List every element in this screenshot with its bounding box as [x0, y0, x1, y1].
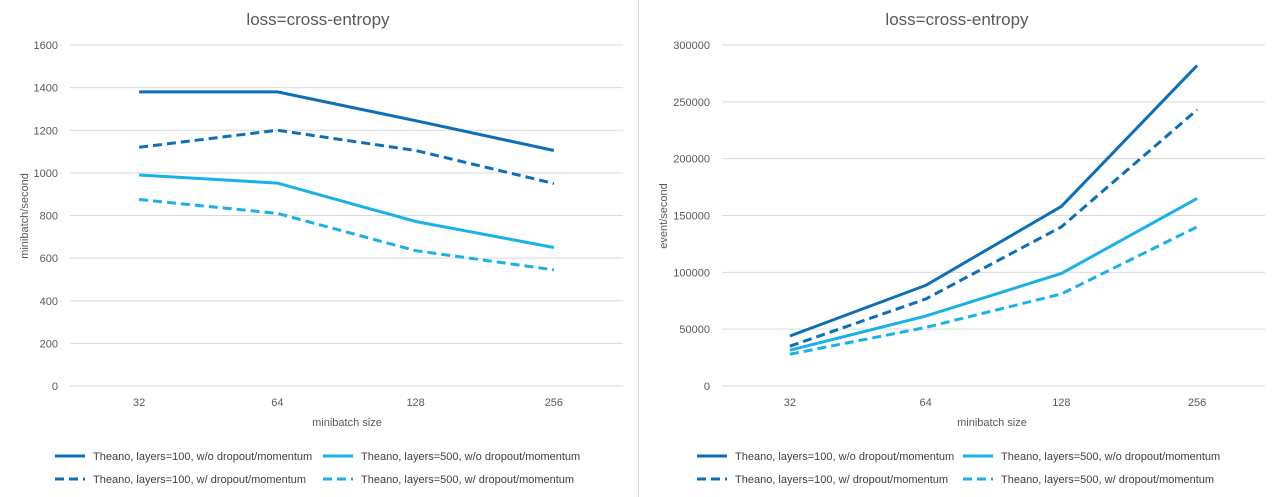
legend-item: Theano, layers=500, w/o dropout/momentum	[323, 451, 580, 463]
y-tick-label: 600	[40, 253, 58, 265]
y-tick-label: 1200	[34, 125, 58, 137]
x-axis-label: minibatch size	[957, 417, 1027, 429]
y-tick-label: 100000	[673, 267, 710, 279]
legend-item: Theano, layers=500, w/ dropout/momentum	[963, 474, 1214, 486]
y-tick-label: 250000	[673, 97, 710, 109]
y-tick-label: 400	[40, 296, 58, 308]
x-tick-label: 32	[133, 397, 145, 409]
x-axis-ticks: 32 64 128 256	[133, 397, 563, 409]
series-line-1	[139, 90, 555, 152]
y-tick-label: 1400	[34, 83, 58, 95]
x-axis-label: minibatch size	[312, 417, 382, 429]
y-tick-label: 150000	[673, 211, 710, 223]
y-tick-label: 1000	[34, 168, 58, 180]
y-axis-label: minibatch/second	[19, 173, 31, 259]
series-line-3	[789, 108, 1199, 348]
x-tick-label: 128	[1052, 397, 1070, 409]
gridlines	[722, 44, 1265, 387]
legend-label: Theano, layers=500, w/ dropout/momentum	[1001, 474, 1214, 486]
legend-label: Theano, layers=500, w/ dropout/momentum	[361, 474, 574, 486]
y-tick-label: 0	[704, 381, 710, 393]
series-line-4	[138, 198, 555, 272]
series-line-4	[789, 225, 1198, 356]
x-tick-label: 256	[1188, 397, 1206, 409]
series-line-3	[138, 128, 555, 185]
legend-label: Theano, layers=500, w/o dropout/momentum	[361, 451, 580, 463]
x-tick-label: 64	[271, 397, 283, 409]
chart-title: loss=cross-entropy	[246, 10, 390, 29]
chart-events-per-second: loss=cross-entropy 0 50000 100000 150000 200…	[658, 10, 1265, 486]
y-tick-label: 800	[40, 211, 58, 223]
x-axis-ticks: 32 64 128 256	[784, 397, 1207, 409]
panel-divider	[638, 0, 639, 497]
legend-label: Theano, layers=100, w/o dropout/momentum	[735, 451, 954, 463]
legend-item: Theano, layers=100, w/ dropout/momentum	[55, 474, 306, 486]
chart-minibatch-per-second: loss=cross-entropy 0 200 400 600 800 1000 1200…	[19, 10, 623, 486]
series-line-2	[789, 197, 1198, 352]
x-tick-label: 128	[406, 397, 424, 409]
y-tick-label: 0	[52, 381, 58, 393]
legend: Theano, layers=100, w/o dropout/momentum…	[697, 451, 1220, 486]
legend-item: Theano, layers=100, w/o dropout/momentum	[55, 451, 312, 463]
y-axis-ticks: 0 50000 100000 150000 200000 250000 300000	[673, 40, 710, 393]
legend-item: Theano, layers=100, w/ dropout/momentum	[697, 474, 948, 486]
x-tick-label: 256	[545, 397, 563, 409]
series-lines	[138, 90, 555, 272]
legend-label: Theano, layers=100, w/ dropout/momentum	[93, 474, 306, 486]
legend-label: Theano, layers=100, w/ dropout/momentum	[735, 474, 948, 486]
legend-item: Theano, layers=500, w/ dropout/momentum	[323, 474, 574, 486]
legend-label: Theano, layers=100, w/o dropout/momentum	[93, 451, 312, 463]
y-tick-label: 300000	[673, 40, 710, 52]
x-tick-label: 32	[784, 397, 796, 409]
legend-item: Theano, layers=500, w/o dropout/momentum	[963, 451, 1220, 463]
chart-title: loss=cross-entropy	[885, 10, 1029, 29]
gridlines	[70, 44, 623, 387]
y-tick-label: 50000	[679, 324, 710, 336]
y-tick-label: 200000	[673, 154, 710, 166]
series-line-1	[789, 64, 1199, 338]
y-tick-label: 1600	[34, 40, 58, 52]
x-tick-label: 64	[920, 397, 932, 409]
legend-label: Theano, layers=500, w/o dropout/momentum	[1001, 451, 1220, 463]
series-lines	[789, 64, 1199, 356]
y-axis-ticks: 0 200 400 600 800 1000 1200 1400 1600	[34, 40, 58, 393]
y-axis-label: event/second	[658, 183, 670, 248]
series-line-2	[139, 173, 555, 249]
legend-item: Theano, layers=100, w/o dropout/momentum	[697, 451, 954, 463]
y-tick-label: 200	[40, 338, 58, 350]
legend: Theano, layers=100, w/o dropout/momentum…	[55, 451, 580, 486]
